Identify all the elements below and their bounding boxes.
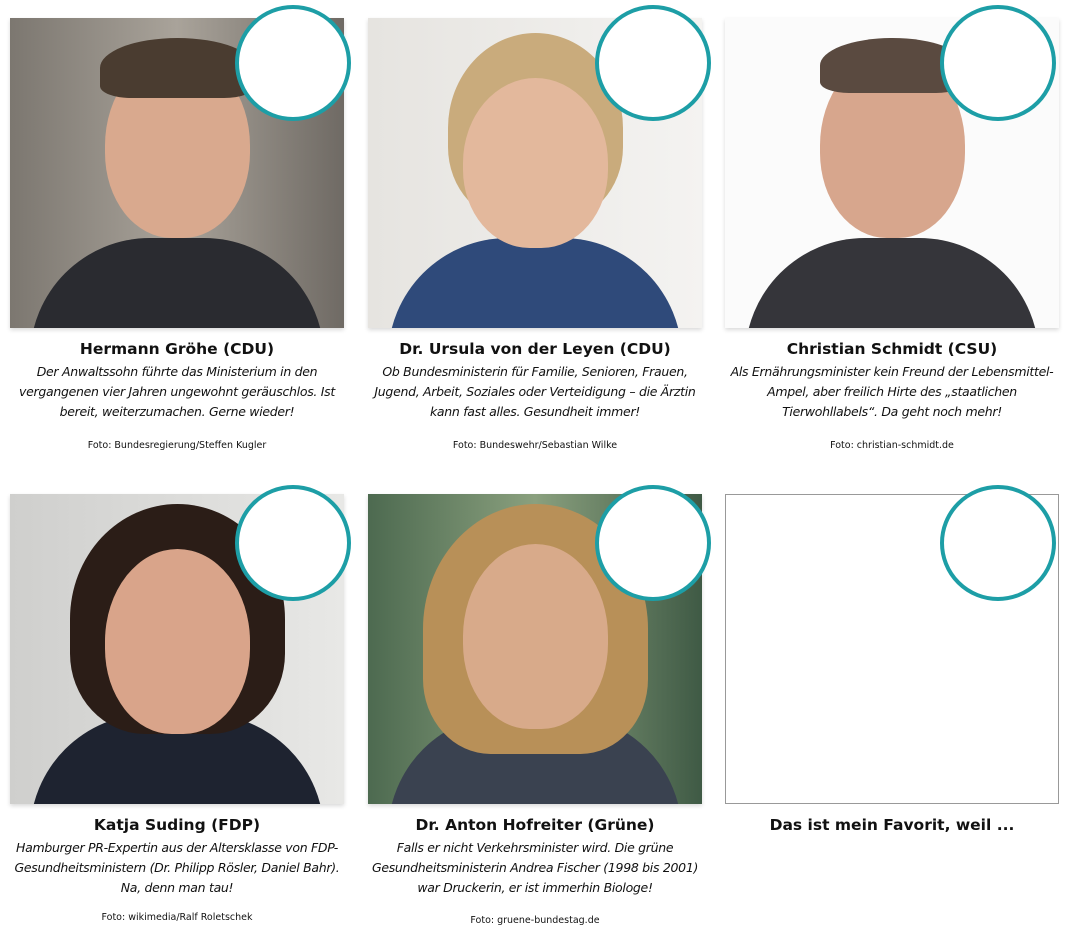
face-shape [105,549,250,734]
face-shape [463,78,608,248]
candidate-description: Der Anwaltssohn führte das Ministerium i… [19,364,335,419]
photo-credit: Foto: Bundesregierung/Steffen Kugler [87,440,267,451]
hair-shape [100,38,255,98]
portrait-photo [368,18,702,328]
vote-circle[interactable] [595,485,711,601]
candidate-name: Dr. Anton Hofreiter (Grüne) [415,816,655,834]
candidate-name: Dr. Ursula von der Leyen (CDU) [399,340,671,358]
vote-circle[interactable] [595,5,711,121]
candidate-description: Als Ernährungsminister kein Freund der L… [730,364,1054,419]
favorite-prompt: Das ist mein Favorit, weil ... [769,816,1015,834]
photo-credit: Foto: Bundeswehr/Sebastian Wilke [452,440,618,451]
face-shape [463,544,608,729]
vote-circle[interactable] [235,5,351,121]
photo-credit: Foto: wikimedia/Ralf Roletschek [101,912,253,923]
candidate-description: Hamburger PR-Expertin aus der Altersklas… [14,840,340,895]
candidate-description: Falls er nicht Verkehrsminister wird. Di… [371,840,699,895]
candidate-name: Katja Suding (FDP) [93,816,261,834]
candidate-name: Christian Schmidt (CSU) [786,340,998,358]
vote-circle[interactable] [235,485,351,601]
vote-circle[interactable] [940,5,1056,121]
vote-circle[interactable] [940,485,1056,601]
photo-credit: Foto: gruene-bundestag.de [470,915,600,926]
suit-shape [30,238,324,328]
candidate-description: Ob Bundesministerin für Familie, Seniore… [374,364,696,419]
candidate-name: Hermann Gröhe (CDU) [79,340,275,358]
suit-shape [388,238,682,328]
suit-shape [745,238,1039,328]
photo-credit: Foto: christian-schmidt.de [830,440,954,451]
